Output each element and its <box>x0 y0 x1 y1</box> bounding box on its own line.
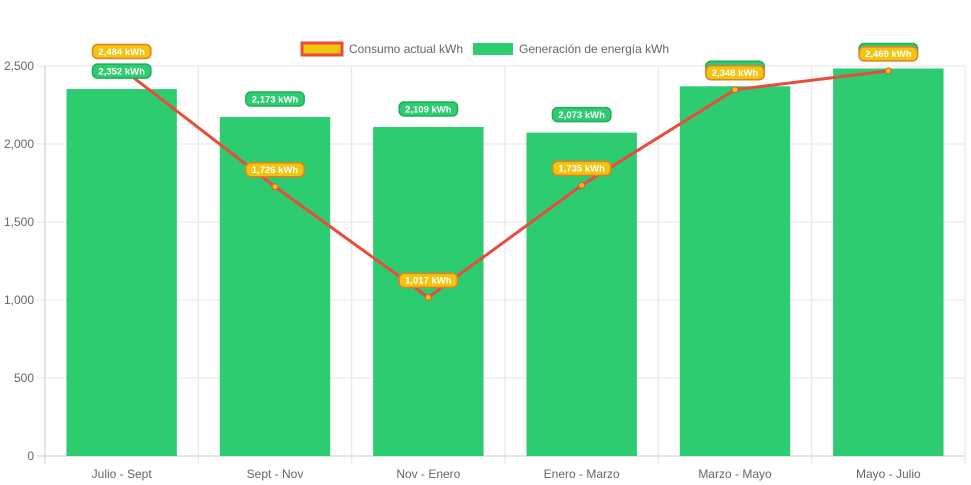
line-point-consumo[interactable] <box>271 183 279 191</box>
line-data-label: 2,469 kWh <box>865 49 912 60</box>
line-data-label-bg <box>245 161 305 178</box>
y-tick-label: 0 <box>27 449 34 463</box>
line-data-label-bg <box>858 46 919 62</box>
bar-data-label-bg <box>245 91 305 107</box>
line-data-label-bg <box>551 160 612 177</box>
bar-data-label: 2,352 kWh <box>98 66 145 77</box>
bar-generacion[interactable] <box>833 68 944 456</box>
legend-swatch-consumo <box>300 41 344 57</box>
line-data-label: 1,017 kWh <box>405 276 452 287</box>
legend-item-generacion[interactable]: Generación de energía kWh <box>473 42 669 56</box>
x-axis: Julio - Sept Sept - Nov Nov - Enero Enero -… <box>92 467 921 481</box>
legend-swatch-generacion <box>473 43 513 55</box>
line-data-label: 2,484 kWh <box>98 47 145 58</box>
line-data-label-bg <box>398 272 459 289</box>
legend: Consumo actual kWh Generación de energía… <box>300 41 669 57</box>
line-data-label: 1,735 kWh <box>558 164 605 175</box>
legend-label-generacion: Generación de energía kWh <box>519 42 669 56</box>
line-point-consumo[interactable] <box>578 181 586 189</box>
y-axis: 0 500 1,000 1,500 2,000 2,500 <box>4 59 34 463</box>
y-tick-label: 500 <box>14 371 34 385</box>
line-data-label: 1,726 kWh <box>252 165 299 176</box>
bars-generacion <box>66 68 944 457</box>
x-tick-label: Julio - Sept <box>92 467 153 481</box>
bar-data-label: 2,073 kWh <box>558 110 605 121</box>
bar-generacion[interactable] <box>679 86 791 456</box>
bar-generacion[interactable] <box>526 132 637 456</box>
line-point-consumo[interactable] <box>731 86 739 94</box>
x-tick-label: Enero - Marzo <box>544 467 620 481</box>
line-data-label: 2,348 kWh <box>712 68 759 79</box>
x-tick-label: Marzo - Mayo <box>698 467 772 481</box>
line-data-label-bg <box>91 43 152 60</box>
x-tick-label: Sept - Nov <box>247 467 304 481</box>
bar-data-label: 2,173 kWh <box>252 94 299 105</box>
bar-generacion[interactable] <box>373 126 484 456</box>
legend-item-consumo[interactable]: Consumo actual kWh <box>300 41 463 57</box>
gridlines <box>37 65 966 464</box>
bar-generacion[interactable] <box>66 89 177 456</box>
line-point-consumo[interactable] <box>884 67 892 75</box>
x-tick-label: Nov - Enero <box>396 467 460 481</box>
legend-label-consumo: Consumo actual kWh <box>349 42 463 56</box>
line-data-labels: 2,484 kWh 1,726 kWh 1,017 kWh 1,735 kWh 2,34… <box>91 43 919 289</box>
line-point-consumo[interactable] <box>424 293 432 301</box>
x-tick-label: Mayo - Julio <box>856 467 921 481</box>
bar-data-label-bg <box>398 101 459 117</box>
line-data-label-bg <box>705 64 765 81</box>
bar-data-label-bg <box>551 106 612 123</box>
y-tick-label: 2,000 <box>4 137 34 151</box>
y-tick-label: 2,500 <box>4 59 34 73</box>
y-tick-label: 1,000 <box>4 293 34 307</box>
bar-data-label: 2,109 kWh <box>405 104 452 115</box>
y-tick-label: 1,500 <box>4 215 34 229</box>
bar-data-label-bg <box>91 63 152 79</box>
